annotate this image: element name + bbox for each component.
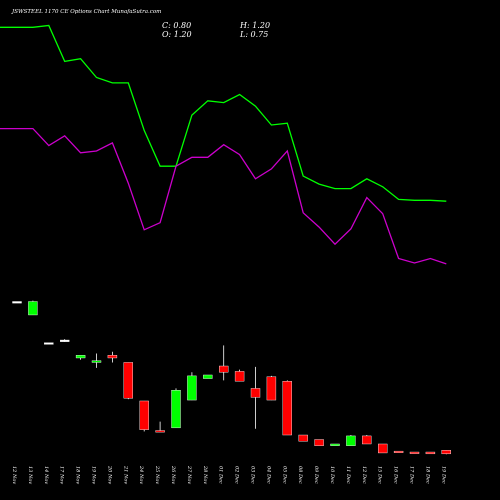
candle-body-5 bbox=[91, 360, 102, 363]
candle-5 bbox=[91, 353, 102, 368]
x-tick-label: 19 Dec bbox=[440, 466, 446, 484]
candle-body-7 bbox=[123, 362, 134, 399]
candle-body-25 bbox=[409, 451, 420, 454]
x-tick-label: 13 Nov bbox=[27, 466, 33, 484]
x-tick-label: 19 Nov bbox=[91, 466, 97, 484]
x-tick-label: 02 Dec bbox=[234, 466, 240, 484]
candle-27 bbox=[441, 450, 451, 455]
candle-body-23 bbox=[378, 443, 388, 454]
x-tick-label: 27 Nov bbox=[186, 465, 192, 484]
candle-20 bbox=[330, 443, 340, 446]
close-readout: C: 0.80 bbox=[162, 21, 191, 30]
candle-body-9 bbox=[155, 430, 165, 433]
candle-body-13 bbox=[218, 365, 229, 373]
x-tick-label: 28 Nov bbox=[202, 465, 208, 484]
candle-body-14 bbox=[234, 371, 245, 382]
candle-body-6 bbox=[107, 355, 118, 359]
x-tick-label: 24 Nov bbox=[138, 465, 144, 484]
candle-body-12 bbox=[203, 374, 213, 379]
x-tick-label: 09 Dec bbox=[313, 466, 319, 484]
x-tick-label: 14 Nov bbox=[43, 466, 49, 484]
candle-body-10 bbox=[171, 390, 181, 429]
candle-18 bbox=[298, 434, 308, 442]
x-tick-label: 12 Dec bbox=[361, 466, 367, 484]
candle-body-4 bbox=[75, 355, 86, 359]
candle-9 bbox=[155, 421, 165, 433]
x-tick-label: 03 Dec bbox=[250, 466, 256, 484]
candle-body-17 bbox=[282, 381, 292, 436]
candle-8 bbox=[139, 400, 149, 432]
candle-0 bbox=[12, 301, 22, 304]
candle-body-2 bbox=[44, 342, 54, 345]
candle-21 bbox=[346, 435, 356, 446]
candle-body-3 bbox=[60, 339, 70, 342]
candle-body-18 bbox=[298, 434, 308, 442]
low-readout: L: 0.75 bbox=[239, 30, 268, 39]
x-tick-label: 18 Dec bbox=[424, 466, 430, 484]
candle-body-20 bbox=[330, 443, 340, 446]
candle-body-15 bbox=[250, 388, 261, 398]
indicator-lines bbox=[0, 24, 447, 265]
candle-body-16 bbox=[266, 376, 277, 401]
candle-body-26 bbox=[425, 451, 436, 455]
candle-7 bbox=[123, 362, 134, 400]
x-tick-label: 15 Dec bbox=[377, 466, 383, 484]
candle-13 bbox=[218, 345, 229, 381]
x-tick-label: 10 Dec bbox=[329, 466, 335, 484]
x-tick-label: 08 Dec bbox=[297, 466, 303, 484]
candle-10 bbox=[171, 388, 181, 429]
green-indicator-line bbox=[0, 24, 447, 202]
candle-body-24 bbox=[393, 450, 404, 453]
candle-3 bbox=[60, 339, 70, 342]
x-tick-label: 26 Nov bbox=[170, 465, 176, 484]
candle-1 bbox=[28, 300, 38, 316]
candle-body-0 bbox=[12, 301, 22, 304]
candle-6 bbox=[107, 351, 118, 363]
x-tick-label: 01 Dec bbox=[218, 466, 224, 484]
candle-body-19 bbox=[314, 439, 324, 446]
candle-23 bbox=[378, 443, 388, 454]
candles bbox=[12, 300, 451, 455]
candle-22 bbox=[362, 435, 372, 445]
candle-16 bbox=[266, 375, 277, 401]
magenta-indicator-line bbox=[0, 127, 447, 265]
x-tick-label: 17 Dec bbox=[409, 466, 415, 484]
candle-body-22 bbox=[362, 435, 372, 445]
candle-body-11 bbox=[187, 375, 197, 401]
candle-25 bbox=[409, 451, 420, 454]
candle-12 bbox=[203, 374, 213, 379]
x-tick-label: 17 Nov bbox=[59, 466, 65, 484]
x-tick-label: 20 Nov bbox=[106, 465, 112, 484]
x-axis-labels: 12 Nov 13 Nov 14 Nov 17 Nov 18 Nov 19 Nov 20 N… bbox=[11, 465, 446, 484]
x-tick-label: 18 Nov bbox=[75, 466, 81, 484]
candle-26 bbox=[425, 451, 436, 455]
x-tick-label: 12 Nov bbox=[11, 466, 17, 484]
candle-body-21 bbox=[346, 435, 356, 446]
candle-14 bbox=[234, 369, 245, 382]
x-tick-label: 04 Dec bbox=[265, 466, 271, 484]
high-readout: H: 1.20 bbox=[239, 21, 270, 30]
candle-19 bbox=[314, 439, 324, 446]
candle-body-8 bbox=[139, 400, 149, 430]
candle-body-1 bbox=[28, 301, 38, 316]
chart-title: JSWSTEEL 1170 CE Options Chart MunafaSut… bbox=[11, 9, 161, 15]
x-tick-label: 25 Nov bbox=[154, 465, 160, 484]
open-readout: O: 1.20 bbox=[162, 30, 192, 39]
candle-24 bbox=[393, 450, 404, 453]
candle-15 bbox=[250, 366, 261, 429]
x-tick-label: 05 Dec bbox=[281, 466, 287, 484]
x-tick-label: 16 Dec bbox=[393, 466, 399, 484]
candle-11 bbox=[187, 372, 197, 401]
candle-4 bbox=[75, 355, 86, 360]
candle-2 bbox=[44, 342, 54, 345]
x-tick-label: 21 Nov bbox=[122, 465, 128, 484]
x-tick-label: 11 Dec bbox=[345, 466, 351, 484]
candle-17 bbox=[282, 380, 292, 436]
candle-body-27 bbox=[441, 450, 451, 455]
